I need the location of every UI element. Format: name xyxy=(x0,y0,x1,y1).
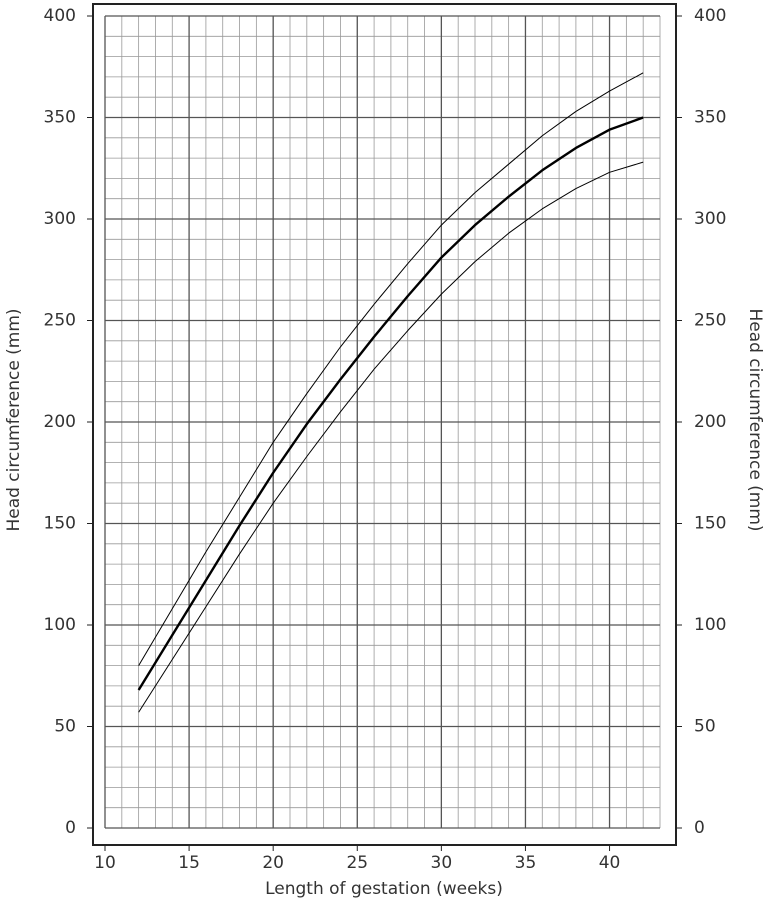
y2-tick-label: 250 xyxy=(694,311,726,331)
y2-tick-label: 150 xyxy=(694,514,726,534)
x-tick-label: 15 xyxy=(178,853,200,873)
y-tick-label: 50 xyxy=(54,717,76,737)
y-tick-label: 300 xyxy=(44,209,76,229)
x-tick-label: 30 xyxy=(431,853,453,873)
plot-frame xyxy=(92,3,677,846)
x-tick-label: 25 xyxy=(346,853,368,873)
y2-tick-label: 300 xyxy=(694,209,726,229)
y2-axis-label: Head circumference (mm) xyxy=(745,308,765,531)
y-tick-label: 400 xyxy=(44,6,76,26)
y2-tick-label: 0 xyxy=(694,818,705,838)
y2-tick-label: 350 xyxy=(694,108,726,128)
x-tick-label: 10 xyxy=(94,853,116,873)
x-tick-label: 20 xyxy=(262,853,284,873)
x-tick-label: 35 xyxy=(515,853,537,873)
curve xyxy=(137,116,644,691)
y-tick-label: 0 xyxy=(65,818,76,838)
y-axis-label: Head circumference (mm) xyxy=(4,308,24,531)
y-tick-label: 200 xyxy=(44,412,76,432)
y2-tick-label: 200 xyxy=(694,412,726,432)
y-tick-label: 250 xyxy=(44,311,76,331)
y2-tick-label: 100 xyxy=(694,615,726,635)
y-tick-label: 350 xyxy=(44,108,76,128)
x-tick-label: 40 xyxy=(599,853,621,873)
y-tick-label: 150 xyxy=(44,514,76,534)
y2-tick-label: 50 xyxy=(694,717,716,737)
y2-tick-label: 400 xyxy=(694,6,726,26)
curve xyxy=(138,161,644,713)
y-tick-label: 100 xyxy=(44,615,76,635)
x-axis-label: Length of gestation (weeks) xyxy=(265,879,503,899)
curve xyxy=(138,72,644,666)
